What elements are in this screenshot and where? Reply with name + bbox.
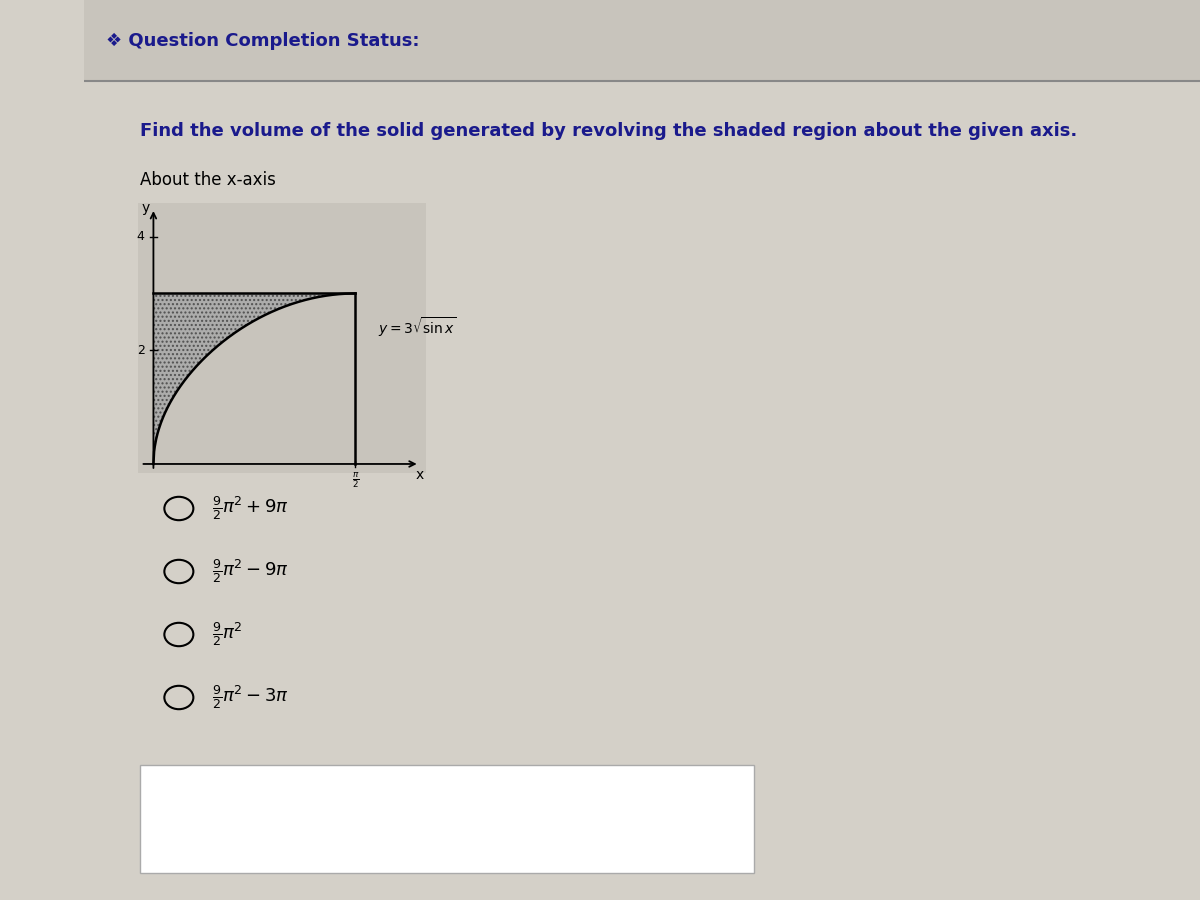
Text: y: y	[142, 202, 150, 215]
Text: $\frac{9}{2}\pi^2 + 9\pi$: $\frac{9}{2}\pi^2 + 9\pi$	[212, 495, 289, 522]
FancyBboxPatch shape	[140, 765, 754, 873]
Text: Find the volume of the solid generated by revolving the shaded region about the : Find the volume of the solid generated b…	[140, 122, 1078, 140]
Text: $\frac{\pi}{2}$: $\frac{\pi}{2}$	[352, 470, 359, 490]
Text: x: x	[415, 468, 424, 482]
Text: 4: 4	[137, 230, 144, 243]
Text: ❖ Question Completion Status:: ❖ Question Completion Status:	[107, 32, 420, 50]
Text: $\frac{9}{2}\pi^2 - 9\pi$: $\frac{9}{2}\pi^2 - 9\pi$	[212, 558, 289, 585]
Text: About the x-axis: About the x-axis	[140, 171, 276, 189]
FancyBboxPatch shape	[84, 0, 1200, 81]
Text: $\frac{9}{2}\pi^2 - 3\pi$: $\frac{9}{2}\pi^2 - 3\pi$	[212, 684, 289, 711]
Text: $\frac{9}{2}\pi^2$: $\frac{9}{2}\pi^2$	[212, 621, 244, 648]
Text: 2: 2	[137, 344, 144, 356]
Text: $y = 3\sqrt{\sin x}$: $y = 3\sqrt{\sin x}$	[378, 316, 457, 339]
